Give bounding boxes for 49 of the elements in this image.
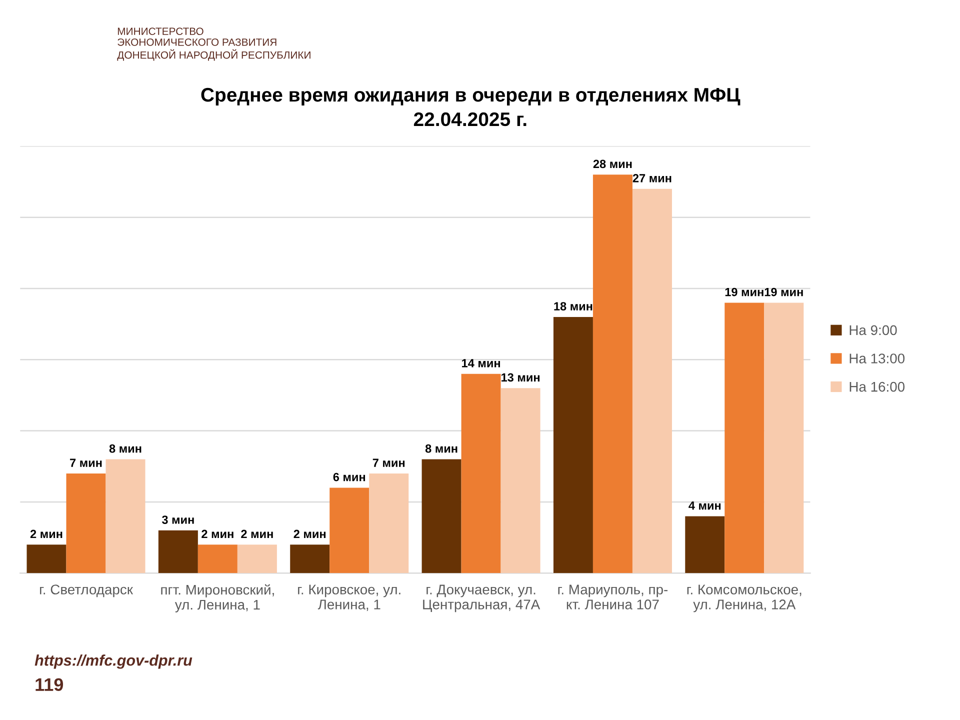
x-tick-label: г. Комсомольское, ул. Ленина, 12А: [687, 584, 802, 612]
bar: [26, 544, 66, 574]
bar: [500, 388, 540, 574]
bar: [237, 544, 277, 574]
x-tick-label: пгт. Мироновский, ул. Ленина, 1: [161, 584, 274, 612]
bar: [66, 473, 106, 574]
x-tick-label: г. Кировское, ул. Ленина, 1: [298, 584, 400, 612]
bar: [330, 488, 370, 574]
data-label: 2 мин: [202, 530, 234, 538]
bar: [290, 544, 330, 574]
data-label: 6 мин: [333, 472, 366, 482]
text: МИНИСТЕРСТВО ЭКОНОМИЧЕСКОГО РАЗВИТИЯ ДОНЕЦКОЙ НАРОДНОЙ РЕСПУБЛИКИ: [117, 28, 310, 61]
legend-label: На 13:00: [850, 354, 905, 364]
bar: [553, 316, 593, 574]
text: 119: [36, 678, 64, 692]
bar: [369, 473, 409, 574]
data-label: 18 мин: [554, 302, 592, 310]
bar: [724, 302, 764, 574]
data-label: 7 мин: [372, 458, 405, 467]
data-label: 19 мин: [764, 288, 803, 296]
data-label: 8 мин: [425, 444, 458, 453]
bar: [592, 174, 632, 574]
x-tick-label: г. Мариуполь, пр- кт. Ленина 107: [558, 584, 668, 610]
bar: [422, 459, 462, 574]
x-tick-label: г. Докучаевск, ул. Центральная, 47А: [423, 584, 540, 612]
bar: [158, 530, 198, 574]
data-label: 4 мин: [688, 501, 721, 510]
x-tick-label: г. Светлодарск: [40, 584, 134, 598]
bar: [461, 374, 501, 574]
legend-label: На 16:00: [850, 382, 905, 392]
data-label: 7 мин: [70, 458, 102, 467]
data-label: 2 мин: [294, 530, 326, 538]
data-label: 8 мин: [109, 444, 142, 453]
data-label: 13 мин: [502, 373, 540, 382]
data-label: 2 мин: [241, 530, 273, 538]
bar: [685, 516, 725, 574]
chart-title: Среднее время ожидания в очереди в отделениях МФЦ 22.04.2025 г.: [201, 88, 740, 126]
data-label: 3 мин: [162, 516, 194, 524]
bar: [764, 302, 804, 574]
data-label: 19 мин: [725, 288, 764, 296]
data-label: 27 мин: [632, 174, 672, 182]
text: https://mfc.gov-dpr.ru: [34, 654, 192, 669]
data-label: 14 мин: [462, 359, 500, 368]
bar: [106, 459, 146, 574]
legend-label: На 9:00: [850, 325, 897, 336]
data-label: 2 мин: [30, 530, 62, 538]
data-label: 28 мин: [593, 160, 632, 168]
bar: [632, 188, 672, 574]
bar: [198, 544, 238, 574]
